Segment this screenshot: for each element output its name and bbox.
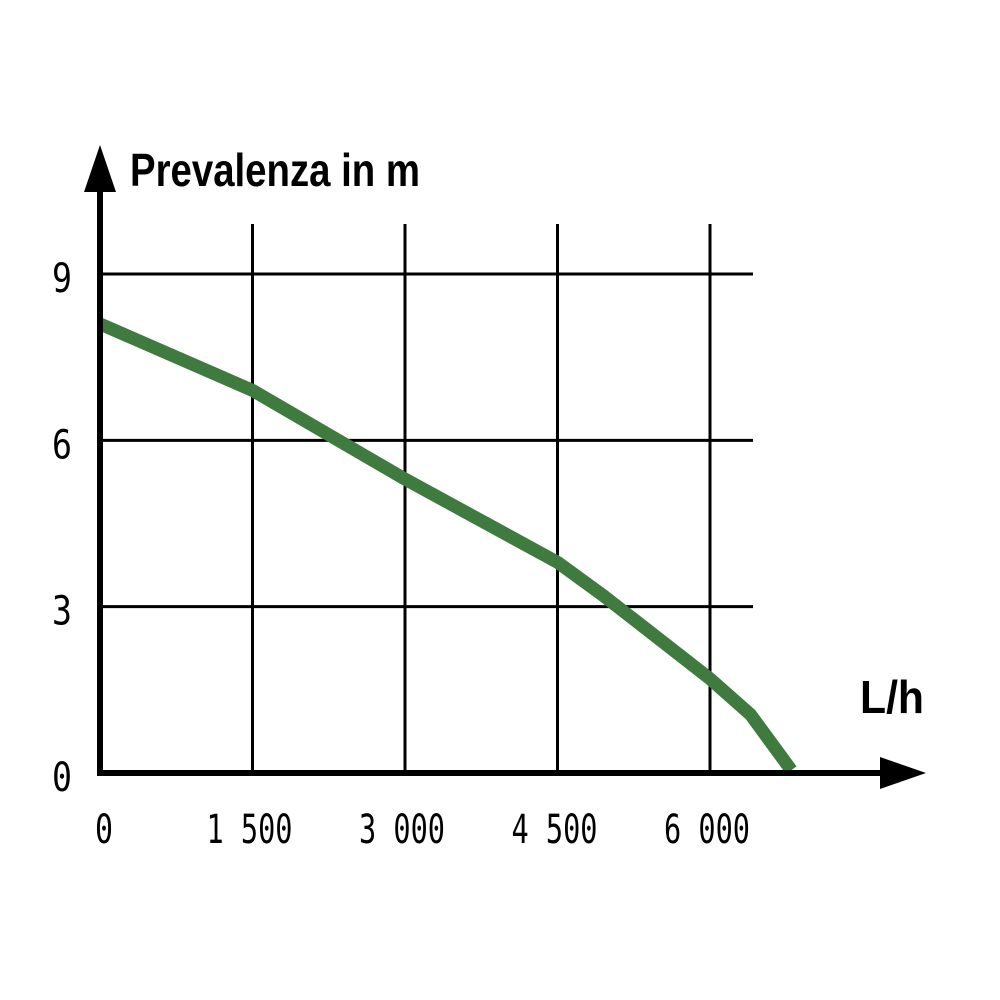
x-tick-label-6000: 6 000 [664,807,750,853]
y-tick-label-0: 0 [52,755,72,801]
x-axis-arrow [880,757,926,789]
axes-layer [84,145,926,789]
labels-layer: Prevalenza in m L/h 0 3 6 9 0 1 500 3 000 4 500… [52,144,924,853]
x-tick-label-0: 0 [95,807,113,853]
y-tick-label-3: 3 [52,589,72,635]
x-tick-label-3000: 3 000 [359,807,445,853]
x-tick-label-4500: 4 500 [512,807,598,853]
series-layer [97,317,797,775]
y-axis-title: Prevalenza in m [130,144,420,196]
x-tick-label-1500: 1 500 [207,807,293,853]
y-tick-label-6: 6 [52,422,72,468]
y-axis-arrow [84,145,116,192]
x-axis-title: L/h [860,671,924,723]
y-tick-label-9: 9 [52,256,72,302]
series-line-0 [97,317,797,775]
grid-layer [100,224,753,773]
